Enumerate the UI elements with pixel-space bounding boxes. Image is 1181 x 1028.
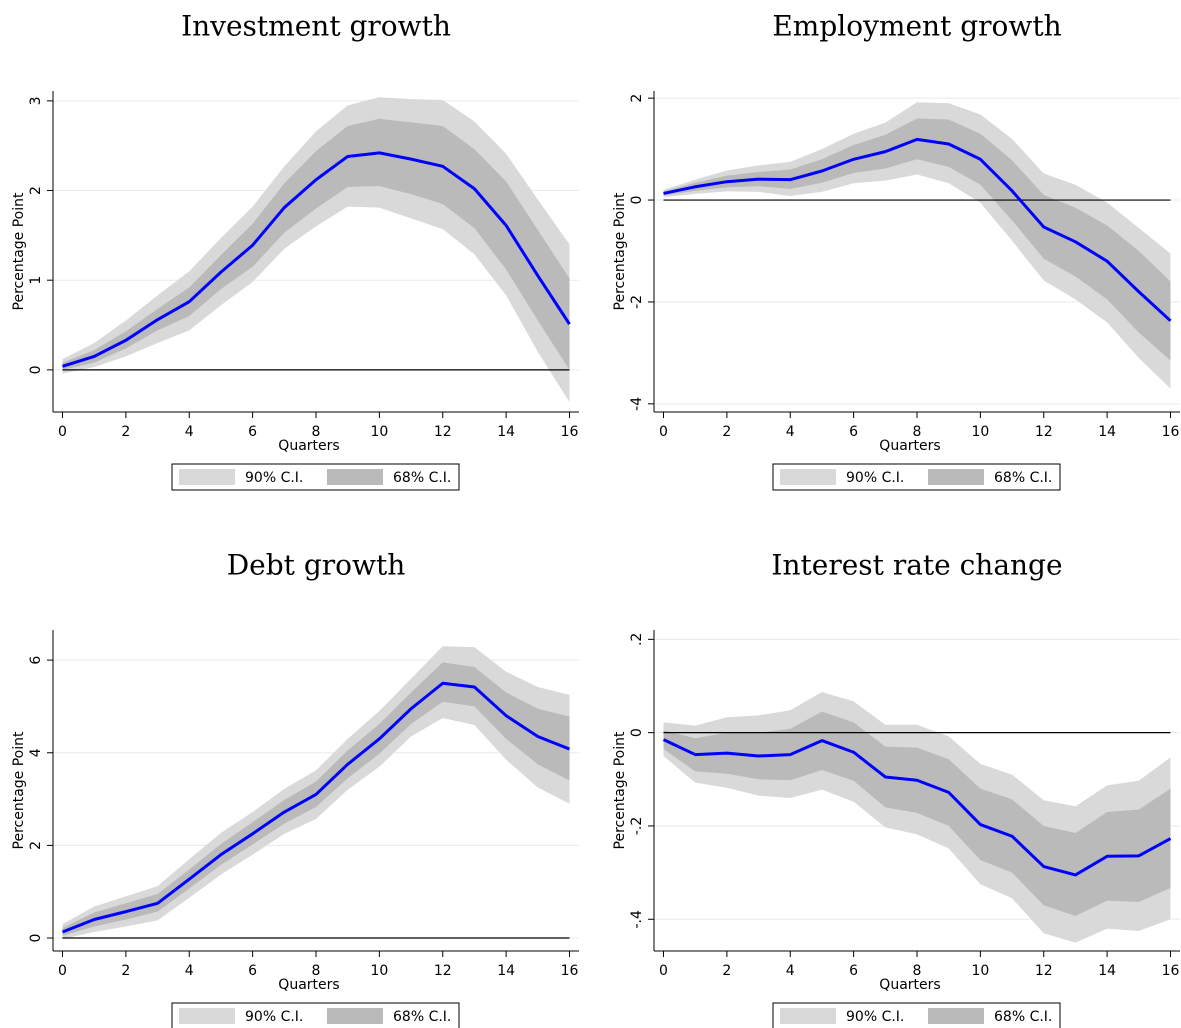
x-tick-label: 12 (1035, 963, 1053, 979)
x-tick-label: 2 (722, 424, 731, 440)
x-tick-label: 10 (971, 963, 989, 979)
panel: Debt growth 0 2 4 6 0 2 4 6 8 10 12 14 16 Quarters Perc… (11, 549, 579, 1028)
panel: Interest rate change -.4 -.2 0 .2 0 2 4 6 8 10 12 14… (612, 549, 1180, 1028)
y-tick-label: .2 (629, 633, 645, 646)
panel-title: Employment growth (772, 10, 1061, 43)
y-axis-label: Percentage Point (11, 192, 27, 310)
x-tick-label: 10 (370, 424, 388, 440)
legend-swatch (179, 1008, 235, 1024)
x-tick-label: 8 (913, 963, 922, 979)
x-tick-label: 4 (185, 424, 194, 440)
x-tick-label: 6 (849, 963, 858, 979)
x-tick-label: 10 (971, 424, 989, 440)
x-tick-label: 0 (58, 424, 67, 440)
x-tick-label: 14 (1098, 424, 1116, 440)
legend-label: 90% C.I. (245, 470, 303, 486)
x-tick-label: 6 (849, 424, 858, 440)
y-tick-label: 0 (28, 365, 44, 374)
y-tick-label: -.2 (629, 817, 645, 835)
x-axis-label: Quarters (879, 438, 940, 454)
x-tick-label: 4 (786, 424, 795, 440)
estimate-line (61, 681, 571, 934)
x-tick-label: 2 (121, 424, 130, 440)
x-axis-label: Quarters (278, 977, 339, 993)
legend-swatch (928, 1008, 984, 1024)
x-tick-label: 8 (312, 424, 321, 440)
y-tick-label: 0 (28, 934, 44, 943)
legend-label: 90% C.I. (245, 1009, 303, 1025)
x-tick-label: 4 (786, 963, 795, 979)
legend-label: 68% C.I. (994, 470, 1052, 486)
estimate-line (62, 151, 571, 368)
x-tick-label: 2 (722, 963, 731, 979)
y-axis-label: Percentage Point (612, 192, 628, 310)
x-tick-label: 14 (497, 424, 515, 440)
y-tick-label: 0 (629, 728, 645, 737)
y-tick-label: -4 (629, 397, 645, 411)
x-tick-label: 12 (1035, 424, 1053, 440)
y-tick-label: 3 (28, 96, 44, 105)
ci-band (62, 662, 570, 936)
ci-band (62, 118, 570, 370)
x-axis-label: Quarters (879, 977, 940, 993)
x-tick-label: 14 (1098, 963, 1116, 979)
legend-swatch (780, 1008, 836, 1024)
panel-title: Investment growth (181, 10, 451, 43)
legend-swatch (179, 469, 235, 485)
x-tick-label: 16 (1162, 963, 1180, 979)
y-tick-label: 2 (28, 841, 44, 850)
legend-label: 68% C.I. (994, 1009, 1052, 1025)
x-tick-label: 6 (248, 963, 257, 979)
y-tick-label: 2 (629, 94, 645, 103)
y-axis-label: Percentage Point (612, 731, 628, 849)
x-tick-label: 12 (434, 424, 452, 440)
legend-label: 68% C.I. (393, 1009, 451, 1025)
x-tick-label: 8 (312, 963, 321, 979)
legend-swatch (327, 1008, 383, 1024)
x-tick-label: 12 (434, 963, 452, 979)
y-tick-label: 4 (28, 748, 44, 757)
y-tick-label: 2 (28, 186, 44, 195)
x-tick-label: 0 (58, 963, 67, 979)
legend-swatch (327, 469, 383, 485)
x-tick-label: 16 (561, 963, 579, 979)
y-tick-label: 1 (28, 276, 44, 285)
x-tick-label: 10 (370, 963, 388, 979)
estimate-line (663, 137, 1172, 322)
x-tick-label: 0 (659, 963, 668, 979)
y-tick-label: 6 (28, 656, 44, 665)
x-tick-label: 16 (1162, 424, 1180, 440)
panel: Employment growth -4 -2 0 2 0 2 4 6 8 10 12 14 16 Quar… (612, 10, 1180, 491)
panel-title: Debt growth (227, 549, 406, 582)
y-tick-label: -.4 (629, 910, 645, 929)
legend-swatch (928, 469, 984, 485)
estimate-line (662, 738, 1172, 877)
y-tick-label: 0 (629, 196, 645, 205)
x-tick-label: 0 (659, 424, 668, 440)
x-axis-label: Quarters (278, 438, 339, 454)
x-tick-label: 8 (913, 424, 922, 440)
x-tick-label: 6 (248, 424, 257, 440)
panel-title: Interest rate change (771, 549, 1062, 582)
ci-band (663, 118, 1171, 361)
legend-label: 90% C.I. (846, 470, 904, 486)
x-tick-label: 4 (185, 963, 194, 979)
x-tick-label: 14 (497, 963, 515, 979)
x-tick-label: 16 (561, 424, 579, 440)
y-axis-label: Percentage Point (11, 731, 27, 849)
x-tick-label: 2 (121, 963, 130, 979)
legend-label: 90% C.I. (846, 1009, 904, 1025)
legend-label: 68% C.I. (393, 470, 451, 486)
legend-swatch (780, 469, 836, 485)
y-tick-label: -2 (629, 295, 645, 309)
